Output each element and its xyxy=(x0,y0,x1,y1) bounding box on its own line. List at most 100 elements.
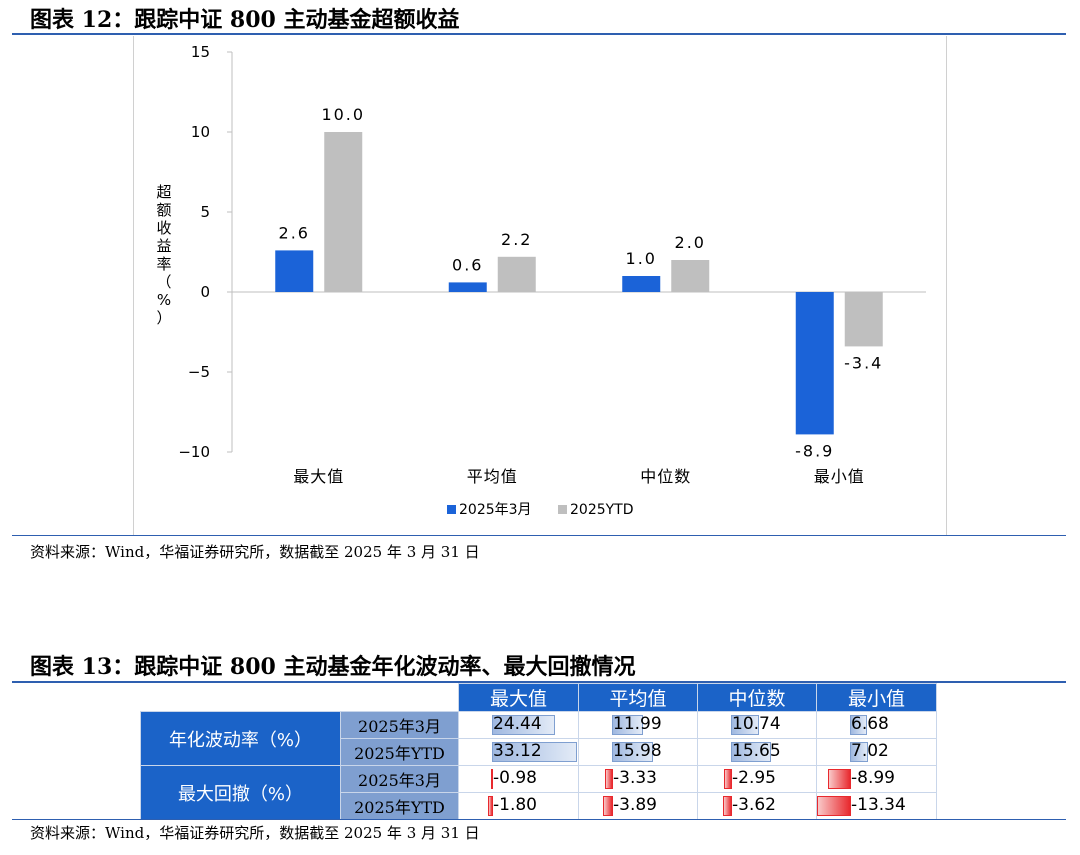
row-period-label: 2025年3月 xyxy=(340,765,459,793)
data-bar-negative xyxy=(828,769,851,789)
x-tick-label: 最大值 xyxy=(293,467,344,486)
cell-median: 15.65 xyxy=(697,738,817,766)
cell-value: 11.99 xyxy=(613,714,662,734)
data-bar-positive xyxy=(492,742,577,762)
cell-value: -3.89 xyxy=(613,795,657,815)
data-bar-negative xyxy=(603,796,613,816)
cell-value: -13.34 xyxy=(851,795,906,815)
table-row: 2025年YTD 33.12 15.98 15.65 7.02 xyxy=(141,738,937,766)
row-group-label: 年化波动率（%） xyxy=(140,711,341,766)
bar-2025-march xyxy=(622,276,661,292)
data-label: 1.0 xyxy=(626,249,657,268)
cell-value: -3.62 xyxy=(732,795,776,815)
bar-2025-ytd xyxy=(497,256,536,292)
figure-12-title: 图表 12：跟踪中证 800 主动基金超额收益 xyxy=(30,7,460,33)
y-axis-label-char: 超 xyxy=(156,183,171,201)
figure-12-source: 资料来源：Wind，华福证券研究所，数据截至 2025 年 3 月 31 日 xyxy=(30,543,480,561)
cell-median: -2.95 xyxy=(697,765,817,793)
data-label: -8.9 xyxy=(795,441,834,460)
data-label: 2.6 xyxy=(279,223,310,242)
cell-value: 10.74 xyxy=(732,714,781,734)
bar-2025-ytd xyxy=(844,292,883,347)
bar-2025-ytd xyxy=(671,260,710,292)
figure-13-top-rule xyxy=(12,681,1066,683)
data-bar-positive xyxy=(731,742,772,762)
y-axis-label-char: 收 xyxy=(156,219,171,237)
cell-value: 33.12 xyxy=(493,741,542,761)
col-header-mean: 平均值 xyxy=(578,683,698,712)
row-period-label: 2025年YTD xyxy=(340,738,459,766)
cell-value: -1.80 xyxy=(493,795,537,815)
table-row: 年化波动率（%） 2025年3月 24.44 11.99 10.74 6.68 xyxy=(140,711,937,766)
x-tick-label: 平均值 xyxy=(467,467,518,486)
cell-value: -0.98 xyxy=(493,768,537,788)
y-axis-label-char: （ xyxy=(156,273,171,291)
figure-13-bottom-rule xyxy=(12,819,1066,820)
data-bar-positive xyxy=(731,715,759,735)
cell-median: -3.62 xyxy=(697,792,817,820)
bar-2025-ytd xyxy=(324,132,363,292)
data-bar-positive xyxy=(612,715,643,735)
cell-max: 33.12 xyxy=(458,738,579,766)
x-tick-label: 中位数 xyxy=(640,467,691,486)
data-label: -3.4 xyxy=(844,353,883,372)
figure-12-bottom-rule xyxy=(12,535,1066,536)
data-bar-negative xyxy=(724,769,732,789)
y-axis-label-char: % xyxy=(157,291,171,309)
cell-value: 7.02 xyxy=(851,741,889,761)
volatility-drawdown-table: 最大值 平均值 中位数 最小值 年化波动率（%） 2025年3月 24.44 11.9… xyxy=(140,683,937,820)
table-corner-left xyxy=(140,683,341,712)
figure-12-top-rule xyxy=(12,33,1066,35)
data-bar-negative xyxy=(817,796,851,816)
data-bar-negative xyxy=(490,769,493,789)
cell-value: 15.98 xyxy=(613,741,662,761)
data-bar-positive xyxy=(850,715,868,735)
cell-median: 10.74 xyxy=(697,711,817,739)
bar-2025-march xyxy=(275,250,314,292)
data-label: 0.6 xyxy=(452,255,483,274)
table-row: 2025年YTD -1.80 -3.89 -3.62 -13.34 xyxy=(141,792,937,820)
table-row: 最大回撤（%） 2025年3月 -0.98 -3.33 -2.95 -8.99 xyxy=(140,765,937,820)
y-tick-label: 0 xyxy=(200,283,210,301)
cell-value: 24.44 xyxy=(493,714,542,734)
cell-value: 15.65 xyxy=(732,741,781,761)
cell-min: 6.68 xyxy=(816,711,937,739)
cell-mean: 15.98 xyxy=(578,738,698,766)
cell-mean: -3.33 xyxy=(578,765,698,793)
data-bar-positive xyxy=(850,742,869,762)
y-axis-label-char: 额 xyxy=(156,201,171,219)
legend-label-2025-march: 2025年3月 xyxy=(459,502,532,518)
legend-swatch-2025-ytd xyxy=(558,505,567,514)
cell-min: -8.99 xyxy=(816,765,937,793)
cell-value: -8.99 xyxy=(851,768,895,788)
y-axis-label-char: ） xyxy=(156,309,171,327)
legend-swatch-2025-march xyxy=(447,505,456,514)
chart-frame xyxy=(133,36,947,535)
data-bar-negative xyxy=(604,769,613,789)
x-tick-label: 最小值 xyxy=(814,467,865,486)
col-header-min: 最小值 xyxy=(816,683,937,712)
cell-min: 7.02 xyxy=(816,738,937,766)
cell-value: 6.68 xyxy=(851,714,889,734)
row-period-label: 2025年YTD xyxy=(340,792,459,820)
data-label: 10.0 xyxy=(321,105,365,124)
bar-2025-march xyxy=(795,292,834,435)
cell-value: -3.33 xyxy=(613,768,657,788)
data-bar-negative xyxy=(488,796,493,816)
cell-mean: -3.89 xyxy=(578,792,698,820)
data-label: 2.0 xyxy=(675,233,706,252)
cell-max: 24.44 xyxy=(458,711,579,739)
cell-max: -1.80 xyxy=(458,792,579,820)
y-axis-label-char: 益 xyxy=(156,237,171,255)
y-tick-label: 15 xyxy=(191,43,210,61)
col-header-median: 中位数 xyxy=(697,683,817,712)
y-tick-label: −10 xyxy=(178,443,210,461)
col-header-max: 最大值 xyxy=(458,683,579,712)
cell-min: -13.34 xyxy=(816,792,937,820)
data-label: 2.2 xyxy=(501,230,532,249)
data-bar-positive xyxy=(612,742,653,762)
legend-label-2025-ytd: 2025YTD xyxy=(570,502,634,518)
row-period-label: 2025年3月 xyxy=(340,711,459,739)
data-bar-positive xyxy=(492,715,555,735)
